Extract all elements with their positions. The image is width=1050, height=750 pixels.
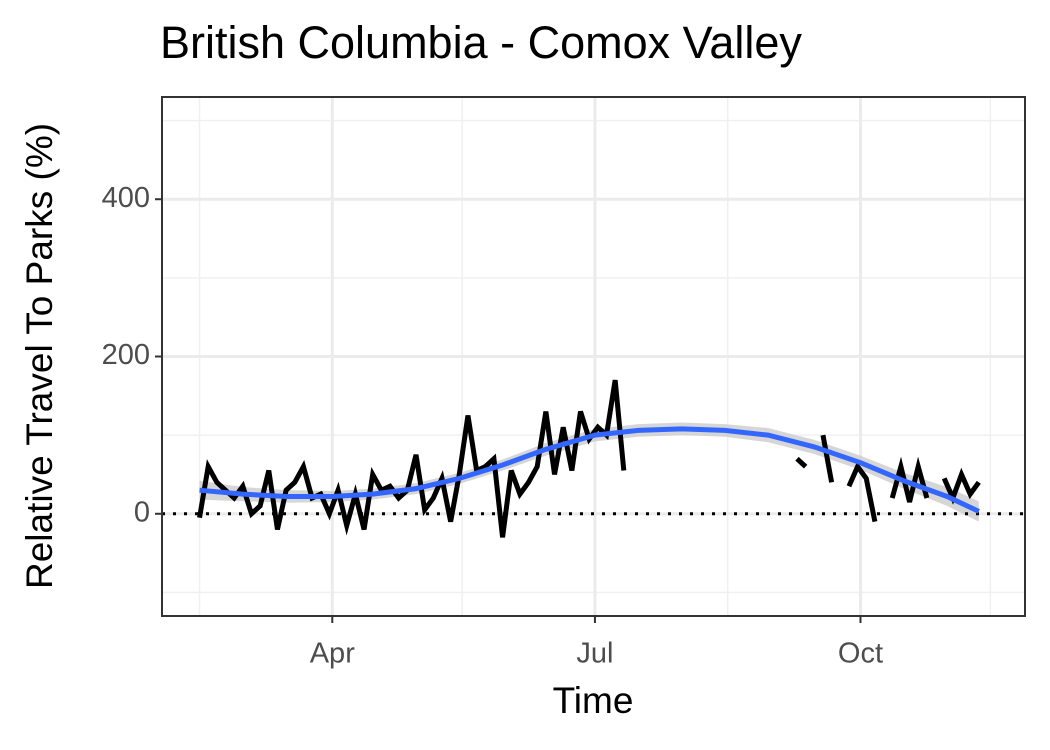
y-tick-label: 400 [102,182,150,214]
y-tick-label: 200 [102,339,150,371]
x-tick-label: Jul [576,638,613,670]
x-tick-label: Apr [310,638,355,670]
y-axis-label: Relative Travel To Parks (%) [19,123,60,589]
panel-border [161,96,1026,617]
x-tick-label: Oct [838,638,883,670]
x-axis-label: Time [553,680,634,721]
chart-title: British Columbia - Comox Valley [160,17,802,68]
confidence-band [199,422,979,522]
y-tick-label: 0 [134,496,150,528]
data-line [197,379,981,538]
smooth-line [199,426,980,514]
